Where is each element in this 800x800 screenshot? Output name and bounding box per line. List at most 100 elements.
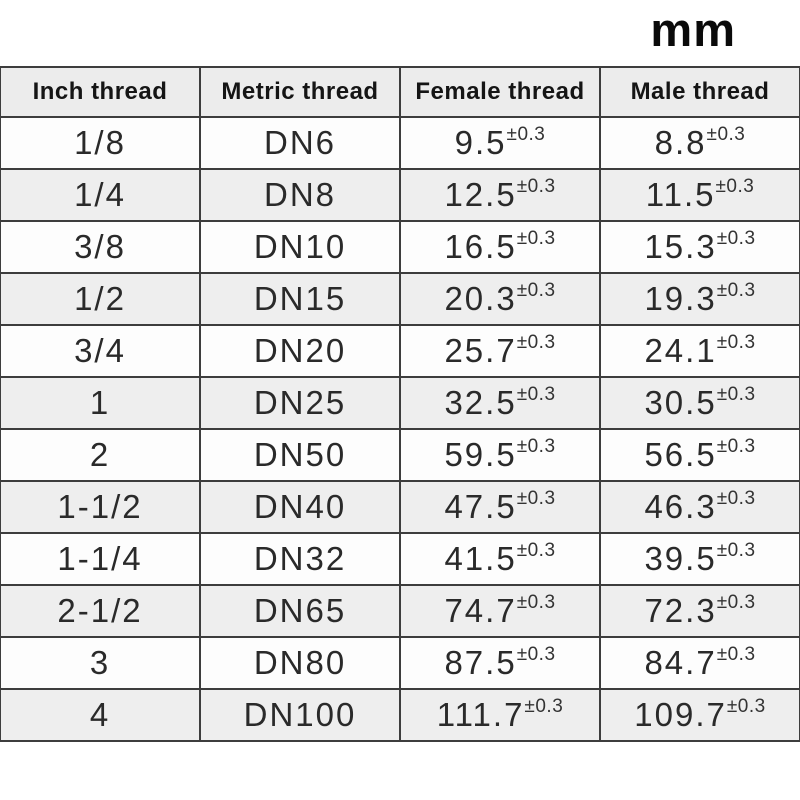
table-row: 1/8 DN6 9.5±0.3 8.8±0.3 xyxy=(0,116,800,170)
table-body: 1/8 DN6 9.5±0.3 8.8±0.3 1/4 DN8 12.5±0.3… xyxy=(0,116,800,742)
male-thread-tolerance: ±0.3 xyxy=(716,280,756,301)
cell-male-thread: 39.5±0.3 xyxy=(599,532,800,586)
cell-male-thread: 72.3±0.3 xyxy=(599,584,800,638)
table-row: 1-1/4 DN32 41.5±0.3 39.5±0.3 xyxy=(0,532,800,586)
table-row: 1/2 DN15 20.3±0.3 19.3±0.3 xyxy=(0,272,800,326)
female-thread-tolerance: ±0.3 xyxy=(516,228,556,249)
cell-metric-thread: DN100 xyxy=(199,688,401,742)
female-thread-value: 25.7 xyxy=(444,332,517,369)
cell-female-thread: 74.7±0.3 xyxy=(399,584,601,638)
male-thread-tolerance: ±0.3 xyxy=(715,176,755,197)
cell-male-thread: 56.5±0.3 xyxy=(599,428,800,482)
cell-female-thread: 12.5±0.3 xyxy=(399,168,601,222)
male-thread-tolerance: ±0.3 xyxy=(716,384,756,405)
cell-female-thread: 16.5±0.3 xyxy=(399,220,601,274)
table-row: 1-1/2 DN40 47.5±0.3 46.3±0.3 xyxy=(0,480,800,534)
female-thread-value: 59.5 xyxy=(444,436,517,473)
cell-female-thread: 59.5±0.3 xyxy=(399,428,601,482)
cell-female-thread: 32.5±0.3 xyxy=(399,376,601,430)
male-thread-tolerance: ±0.3 xyxy=(706,124,746,145)
table-row: 2 DN50 59.5±0.3 56.5±0.3 xyxy=(0,428,800,482)
unit-label: mm xyxy=(650,3,736,56)
female-thread-tolerance: ±0.3 xyxy=(516,436,556,457)
male-thread-value: 109.7 xyxy=(634,696,727,733)
male-thread-value: 11.5 xyxy=(645,176,716,213)
female-thread-tolerance: ±0.3 xyxy=(516,280,556,301)
table-row: 4 DN100 111.7±0.3 109.7±0.3 xyxy=(0,688,800,742)
cell-female-thread: 111.7±0.3 xyxy=(399,688,601,742)
header-row: Inch thread Metric thread Female thread … xyxy=(0,66,800,118)
table-row: 2-1/2 DN65 74.7±0.3 72.3±0.3 xyxy=(0,584,800,638)
female-thread-tolerance: ±0.3 xyxy=(516,592,556,613)
table-row: 1/4 DN8 12.5±0.3 11.5±0.3 xyxy=(0,168,800,222)
male-thread-value: 24.1 xyxy=(644,332,717,369)
cell-male-thread: 30.5±0.3 xyxy=(599,376,800,430)
cell-metric-thread: DN40 xyxy=(199,480,401,534)
female-thread-value: 20.3 xyxy=(444,280,517,317)
female-thread-value: 9.5 xyxy=(454,124,507,161)
male-thread-tolerance: ±0.3 xyxy=(726,696,766,717)
cell-metric-thread: DN8 xyxy=(199,168,401,222)
male-thread-value: 8.8 xyxy=(654,124,707,161)
female-thread-tolerance: ±0.3 xyxy=(516,540,556,561)
cell-metric-thread: DN32 xyxy=(199,532,401,586)
cell-female-thread: 9.5±0.3 xyxy=(399,116,601,170)
male-thread-value: 19.3 xyxy=(644,280,717,317)
male-thread-value: 84.7 xyxy=(644,644,717,681)
female-thread-value: 32.5 xyxy=(444,384,517,421)
cell-inch-thread: 1/4 xyxy=(0,168,201,222)
cell-metric-thread: DN20 xyxy=(199,324,401,378)
cell-male-thread: 15.3±0.3 xyxy=(599,220,800,274)
cell-inch-thread: 2-1/2 xyxy=(0,584,201,638)
male-thread-tolerance: ±0.3 xyxy=(716,436,756,457)
table-row: 3 DN80 87.5±0.3 84.7±0.3 xyxy=(0,636,800,690)
cell-inch-thread: 1-1/4 xyxy=(0,532,201,586)
female-thread-tolerance: ±0.3 xyxy=(524,696,564,717)
female-thread-value: 87.5 xyxy=(444,644,517,681)
cell-male-thread: 84.7±0.3 xyxy=(599,636,800,690)
female-thread-tolerance: ±0.3 xyxy=(516,176,556,197)
male-thread-value: 15.3 xyxy=(644,228,717,265)
cell-male-thread: 24.1±0.3 xyxy=(599,324,800,378)
col-header-female-thread: Female thread xyxy=(399,66,601,118)
female-thread-value: 41.5 xyxy=(444,540,517,577)
cell-female-thread: 47.5±0.3 xyxy=(399,480,601,534)
female-thread-value: 12.5 xyxy=(444,176,517,213)
cell-metric-thread: DN15 xyxy=(199,272,401,326)
cell-metric-thread: DN6 xyxy=(199,116,401,170)
cell-inch-thread: 1/8 xyxy=(0,116,201,170)
cell-male-thread: 11.5±0.3 xyxy=(599,168,800,222)
male-thread-tolerance: ±0.3 xyxy=(716,488,756,509)
cell-metric-thread: DN50 xyxy=(199,428,401,482)
female-thread-tolerance: ±0.3 xyxy=(516,644,556,665)
cell-male-thread: 19.3±0.3 xyxy=(599,272,800,326)
cell-metric-thread: DN25 xyxy=(199,376,401,430)
cell-inch-thread: 3/4 xyxy=(0,324,201,378)
cell-metric-thread: DN10 xyxy=(199,220,401,274)
cell-inch-thread: 3 xyxy=(0,636,201,690)
col-header-male-thread: Male thread xyxy=(599,66,800,118)
female-thread-value: 47.5 xyxy=(444,488,517,525)
male-thread-value: 39.5 xyxy=(644,540,717,577)
col-header-inch-thread: Inch thread xyxy=(0,66,201,118)
female-thread-tolerance: ±0.3 xyxy=(516,332,556,353)
cell-inch-thread: 1-1/2 xyxy=(0,480,201,534)
female-thread-value: 111.7 xyxy=(436,696,525,733)
cell-female-thread: 25.7±0.3 xyxy=(399,324,601,378)
table-row: 1 DN25 32.5±0.3 30.5±0.3 xyxy=(0,376,800,430)
female-thread-value: 74.7 xyxy=(444,592,517,629)
cell-male-thread: 8.8±0.3 xyxy=(599,116,800,170)
female-thread-tolerance: ±0.3 xyxy=(516,488,556,509)
cell-female-thread: 87.5±0.3 xyxy=(399,636,601,690)
cell-male-thread: 46.3±0.3 xyxy=(599,480,800,534)
male-thread-tolerance: ±0.3 xyxy=(716,592,756,613)
cell-inch-thread: 2 xyxy=(0,428,201,482)
male-thread-tolerance: ±0.3 xyxy=(716,540,756,561)
cell-metric-thread: DN80 xyxy=(199,636,401,690)
table-row: 3/8 DN10 16.5±0.3 15.3±0.3 xyxy=(0,220,800,274)
cell-inch-thread: 1 xyxy=(0,376,201,430)
cell-male-thread: 109.7±0.3 xyxy=(599,688,800,742)
cell-female-thread: 41.5±0.3 xyxy=(399,532,601,586)
cell-inch-thread: 1/2 xyxy=(0,272,201,326)
male-thread-value: 30.5 xyxy=(644,384,717,421)
